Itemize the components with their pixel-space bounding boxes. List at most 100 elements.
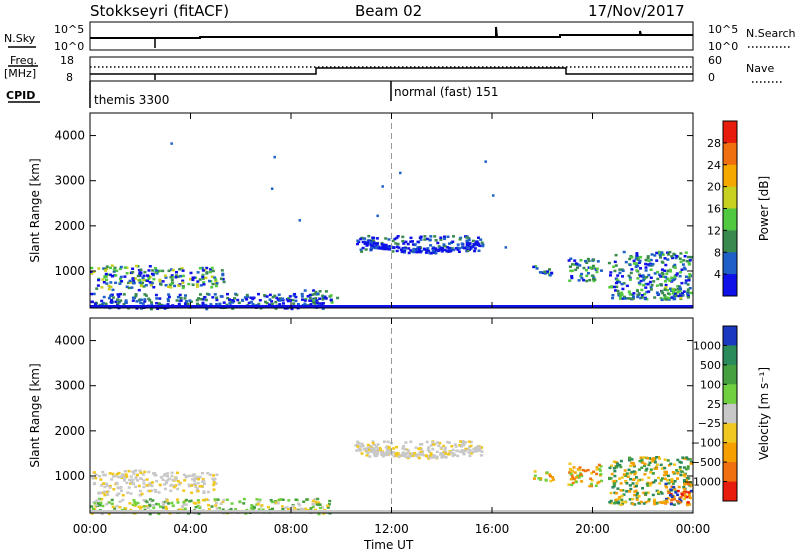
data-cell xyxy=(375,445,378,448)
data-cell xyxy=(666,253,670,256)
data-cell xyxy=(655,463,659,467)
data-cell xyxy=(183,507,187,511)
data-cell xyxy=(99,478,103,481)
freq-tick-bottom: 8 xyxy=(66,71,73,84)
data-cell xyxy=(187,483,191,487)
data-cell xyxy=(644,282,648,286)
data-cell xyxy=(205,292,209,296)
data-cell xyxy=(401,235,405,239)
data-cell xyxy=(619,489,623,492)
data-cell xyxy=(655,259,659,262)
data-cell xyxy=(213,293,217,296)
data-cell xyxy=(258,498,262,502)
data-cell xyxy=(384,446,388,449)
data-cell xyxy=(670,480,674,483)
nsky-panel: N.Sky 10^5 10^0 10^5 10^0 N.Search xyxy=(4,21,796,53)
colorbar-swatch xyxy=(723,326,737,346)
data-cell xyxy=(646,484,650,487)
data-cell xyxy=(405,452,409,455)
data-cell xyxy=(578,264,582,267)
data-cell xyxy=(215,282,219,285)
data-cell xyxy=(657,456,660,459)
data-cell xyxy=(105,278,108,282)
data-cell xyxy=(663,269,667,272)
data-cell xyxy=(459,440,463,443)
data-cell xyxy=(214,279,218,283)
x-tick-label: 04:00 xyxy=(173,522,208,536)
data-cell xyxy=(103,275,107,279)
data-cell xyxy=(679,260,683,264)
data-cell xyxy=(639,255,643,259)
data-cell xyxy=(639,274,643,278)
data-cell xyxy=(657,492,660,496)
data-cell xyxy=(644,262,648,266)
data-cell xyxy=(97,267,101,270)
data-cell xyxy=(451,454,455,458)
data-cell xyxy=(359,237,363,241)
data-cell xyxy=(679,252,683,255)
data-cell xyxy=(476,445,480,448)
data-cell xyxy=(147,277,151,280)
data-cell xyxy=(613,491,617,495)
data-cell xyxy=(612,467,616,470)
data-cell xyxy=(98,504,102,507)
data-cell xyxy=(157,491,161,494)
data-cell xyxy=(669,488,673,491)
data-cell xyxy=(201,277,205,280)
data-cell xyxy=(576,266,579,269)
data-cell xyxy=(609,477,613,480)
data-cell xyxy=(460,445,464,448)
data-cell xyxy=(362,448,366,451)
data-cell xyxy=(201,273,205,277)
data-cell xyxy=(202,479,206,483)
data-cell xyxy=(467,451,471,454)
nsky-tick-bottom: 10^0 xyxy=(54,40,84,53)
data-cell xyxy=(198,506,202,510)
data-cell xyxy=(426,247,430,250)
data-cell xyxy=(205,271,209,274)
data-cell xyxy=(153,472,157,475)
data-cell xyxy=(576,474,580,478)
y-tick-label: 4000 xyxy=(54,129,85,143)
data-cell xyxy=(197,297,201,300)
data-cell xyxy=(361,246,365,250)
data-cell xyxy=(680,281,684,285)
data-cell xyxy=(256,503,260,506)
data-cell xyxy=(642,502,646,505)
data-cell xyxy=(431,441,435,444)
data-cell xyxy=(101,301,105,305)
data-cell xyxy=(206,498,210,502)
data-cell xyxy=(533,474,537,478)
data-cell xyxy=(195,475,199,479)
data-cell xyxy=(281,299,285,302)
data-cell xyxy=(134,264,138,268)
data-cell xyxy=(395,445,398,449)
data-cell xyxy=(281,297,285,300)
data-cell xyxy=(137,484,141,488)
data-cell xyxy=(642,456,646,459)
data-cell xyxy=(682,479,686,482)
data-cell xyxy=(676,288,680,291)
data-cell xyxy=(271,295,275,299)
data-cell xyxy=(582,278,586,282)
data-cell xyxy=(426,448,430,452)
data-cell xyxy=(174,274,178,277)
data-cell xyxy=(125,266,129,269)
data-cell xyxy=(572,477,576,481)
data-cell xyxy=(631,502,635,506)
data-cell xyxy=(110,275,114,278)
data-cell xyxy=(639,456,643,459)
data-cell xyxy=(377,245,381,249)
data-cell xyxy=(567,483,571,486)
data-cell xyxy=(210,266,214,270)
data-cell xyxy=(150,301,153,304)
data-cell xyxy=(458,450,462,453)
data-cell xyxy=(569,472,573,476)
data-cell xyxy=(571,476,575,479)
data-cell xyxy=(689,460,693,464)
data-cell xyxy=(179,274,182,278)
data-cell xyxy=(629,487,633,491)
data-cell xyxy=(150,281,154,285)
data-cell xyxy=(460,242,464,245)
